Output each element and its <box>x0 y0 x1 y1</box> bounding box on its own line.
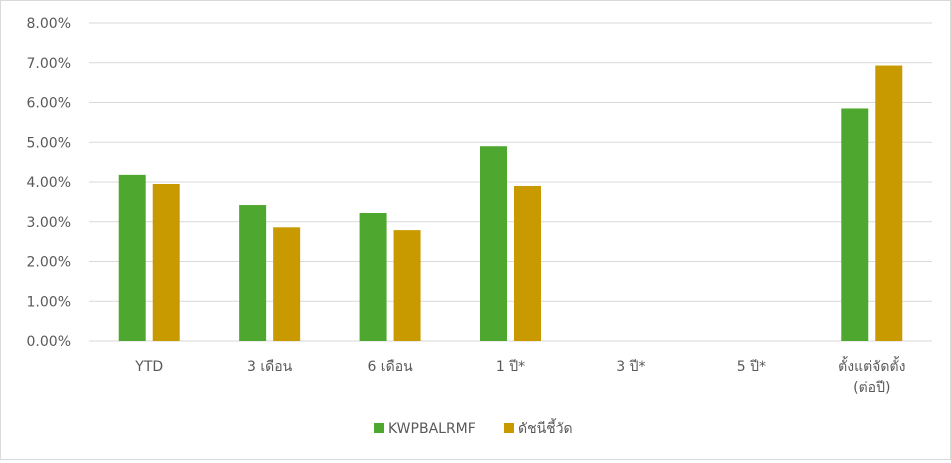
x-category-label: 6 เดือน <box>367 359 413 375</box>
x-category-label: 1 ปี* <box>496 359 525 375</box>
bar-benchmark <box>875 65 903 341</box>
bar-fund <box>841 108 869 342</box>
legend: KWPBALRMF ดัชนีชี้วัด <box>374 418 573 437</box>
y-tick-label: 4.00% <box>27 175 71 191</box>
y-tick-label: 6.00% <box>27 96 71 112</box>
x-category-label: 5 ปี* <box>737 359 766 375</box>
x-category-label: ตั้งแต่จัดตั้ง <box>838 356 905 375</box>
y-tick-label: 3.00% <box>27 215 71 231</box>
legend-swatch <box>504 423 514 433</box>
x-axis-labels: YTD 3 เดือน 6 เดือน 1 ปี* 3 ปี* 5 ปี* ตั้งแต่จ… <box>134 356 905 396</box>
bar-fund <box>118 174 146 341</box>
y-tick-label: 2.00% <box>27 255 71 271</box>
bar-benchmark <box>273 227 301 341</box>
x-category-label: 3 ปี* <box>616 359 645 375</box>
x-category-label: 3 เดือน <box>247 359 293 375</box>
bar-fund <box>239 205 267 341</box>
y-tick-label: 5.00% <box>27 135 71 151</box>
y-axis-ticks: 0.00% 1.00% 2.00% 3.00% 4.00% 5.00% 6.00% 7.00%… <box>27 16 71 350</box>
y-tick-label: 8.00% <box>27 16 71 32</box>
bar-benchmark <box>514 185 541 341</box>
bar-fund <box>480 146 507 341</box>
x-category-label: YTD <box>134 359 163 375</box>
y-tick-label: 7.00% <box>27 56 71 72</box>
legend-swatch <box>374 423 384 433</box>
bar-benchmark <box>152 183 180 341</box>
x-category-label: (ต่อปี) <box>853 380 890 396</box>
grid-lines <box>89 22 932 342</box>
bar-fund <box>359 213 387 341</box>
legend-label: KWPBALRMF <box>388 421 476 437</box>
y-tick-label: 0.00% <box>27 334 71 350</box>
y-tick-label: 1.00% <box>27 294 71 310</box>
legend-label: ดัชนีชี้วัด <box>518 418 573 437</box>
bars <box>118 65 903 342</box>
bar-benchmark <box>393 230 421 341</box>
